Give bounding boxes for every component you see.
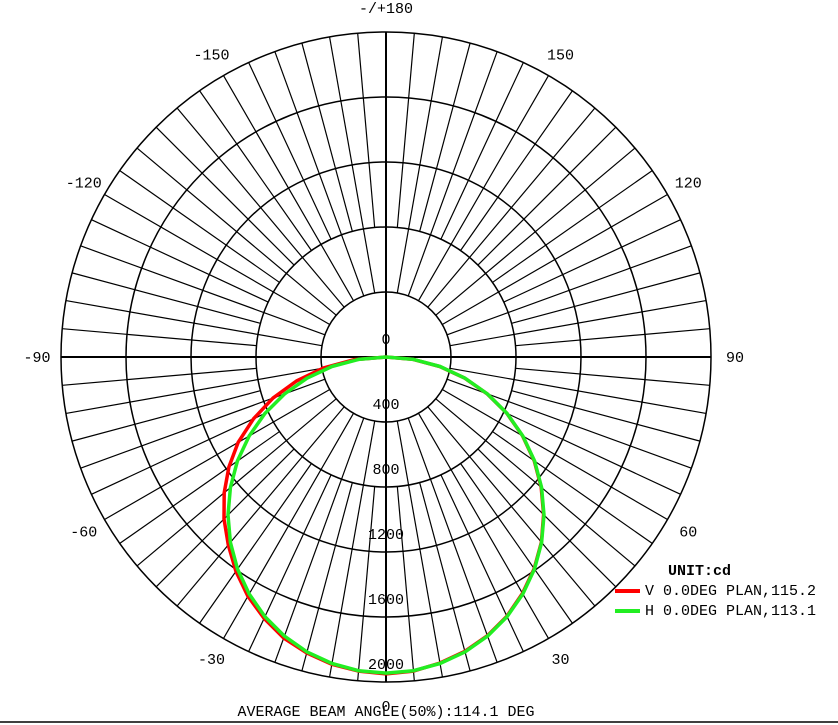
theta-tick-label: -60 <box>70 524 97 541</box>
theta-tick-label: 90 <box>726 350 744 367</box>
r-tick-label: 0 <box>381 332 390 349</box>
spoke <box>419 42 471 232</box>
spoke <box>248 474 332 652</box>
spoke <box>119 170 280 283</box>
r-tick-label: 1200 <box>368 527 404 544</box>
spoke <box>492 431 653 544</box>
theta-tick-label: 150 <box>547 48 574 65</box>
r-tick-label: 800 <box>372 462 399 479</box>
spoke <box>71 272 261 324</box>
grid-circle <box>60 31 712 683</box>
spoke <box>511 272 701 324</box>
r-tick-label: 400 <box>372 397 399 414</box>
series-line <box>226 355 546 675</box>
spoke <box>199 90 312 251</box>
spoke <box>71 390 261 442</box>
spoke <box>477 126 617 266</box>
theta-tick-label: -120 <box>66 175 102 192</box>
spoke <box>62 367 257 386</box>
theta-tick-label: -/+180 <box>359 1 413 18</box>
spoke <box>91 411 269 495</box>
spoke <box>460 90 573 251</box>
grid-circle <box>255 226 517 488</box>
theta-tick-label: 30 <box>551 652 569 669</box>
spoke <box>515 328 710 347</box>
unit-label: UNIT:cd <box>668 563 731 580</box>
spoke <box>492 170 653 283</box>
theta-tick-label: 0 <box>381 699 390 716</box>
legend-label: V 0.0DEG PLAN,115.2 <box>645 583 816 600</box>
grid-circle <box>190 161 582 553</box>
spoke <box>503 411 681 495</box>
spoke <box>396 486 415 681</box>
spoke <box>155 126 295 266</box>
spoke <box>460 463 573 624</box>
spoke <box>199 463 312 624</box>
spoke <box>357 486 376 681</box>
theta-tick-label: -150 <box>193 48 229 65</box>
r-tick-label: 2000 <box>368 657 404 674</box>
spoke <box>396 33 415 228</box>
grid-circle <box>320 291 452 423</box>
theta-tick-label: 120 <box>675 175 702 192</box>
spoke <box>301 42 353 232</box>
spoke <box>248 62 332 240</box>
spoke <box>301 482 353 672</box>
theta-tick-label: -30 <box>198 652 225 669</box>
footer: AVERAGE BEAM ANGLE(50%):114.1 DEG <box>237 704 534 721</box>
theta-tick-label: -90 <box>23 350 50 367</box>
legend-label: H 0.0DEG PLAN,113.1 <box>645 603 816 620</box>
spoke <box>62 328 257 347</box>
spoke <box>477 448 617 588</box>
spoke <box>515 367 710 386</box>
spoke <box>419 482 471 672</box>
spoke <box>357 33 376 228</box>
r-tick-label: 1600 <box>368 592 404 609</box>
theta-tick-label: 60 <box>679 524 697 541</box>
spoke <box>440 62 524 240</box>
spoke <box>119 431 280 544</box>
spoke <box>511 390 701 442</box>
spoke <box>91 219 269 303</box>
spoke <box>440 474 524 652</box>
spoke <box>503 219 681 303</box>
grid-circle <box>125 96 647 618</box>
